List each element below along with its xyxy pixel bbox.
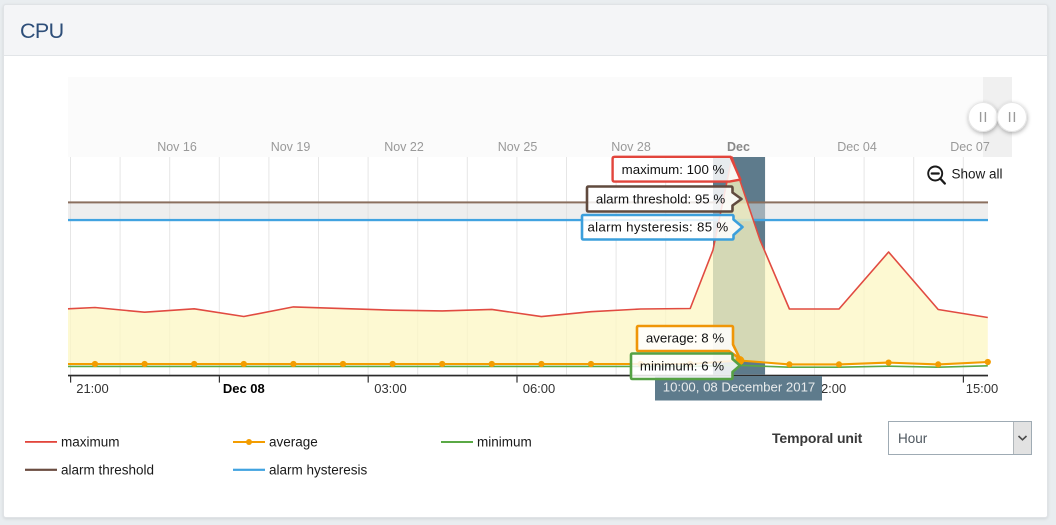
- svg-text:21:00: 21:00: [76, 381, 109, 396]
- svg-text:maximum: 100 %: maximum: 100 %: [622, 162, 725, 177]
- svg-text:Dec 04: Dec 04: [837, 140, 877, 154]
- svg-text:minimum: minimum: [477, 435, 532, 450]
- svg-text:alarm hysteresis: 85 %: alarm hysteresis: 85 %: [587, 220, 728, 235]
- svg-text:03:00: 03:00: [374, 381, 407, 396]
- svg-text:alarm threshold: 95 %: alarm threshold: 95 %: [596, 192, 726, 207]
- svg-text:10:00, 08 December 2017: 10:00, 08 December 2017: [663, 379, 816, 394]
- svg-text:Nov 19: Nov 19: [271, 140, 311, 154]
- svg-text:06:00: 06:00: [523, 381, 556, 396]
- svg-text:Dec: Dec: [727, 140, 750, 154]
- svg-text:Nov 28: Nov 28: [611, 140, 651, 154]
- svg-text:maximum: maximum: [61, 435, 120, 450]
- svg-text:Nov 22: Nov 22: [384, 140, 424, 154]
- svg-text:alarm hysteresis: alarm hysteresis: [269, 463, 368, 478]
- svg-text:Dec 08: Dec 08: [223, 381, 265, 396]
- svg-text:average: 8 %: average: 8 %: [646, 331, 725, 346]
- svg-text:15:00: 15:00: [966, 381, 999, 396]
- svg-text:Nov 16: Nov 16: [157, 140, 197, 154]
- svg-text:alarm threshold: alarm threshold: [61, 463, 154, 478]
- svg-text:minimum: 6 %: minimum: 6 %: [640, 359, 724, 374]
- svg-text:Show all: Show all: [952, 167, 1003, 182]
- svg-text:Dec 07: Dec 07: [950, 140, 990, 154]
- svg-text:Nov 25: Nov 25: [498, 140, 538, 154]
- svg-text:average: average: [269, 435, 318, 450]
